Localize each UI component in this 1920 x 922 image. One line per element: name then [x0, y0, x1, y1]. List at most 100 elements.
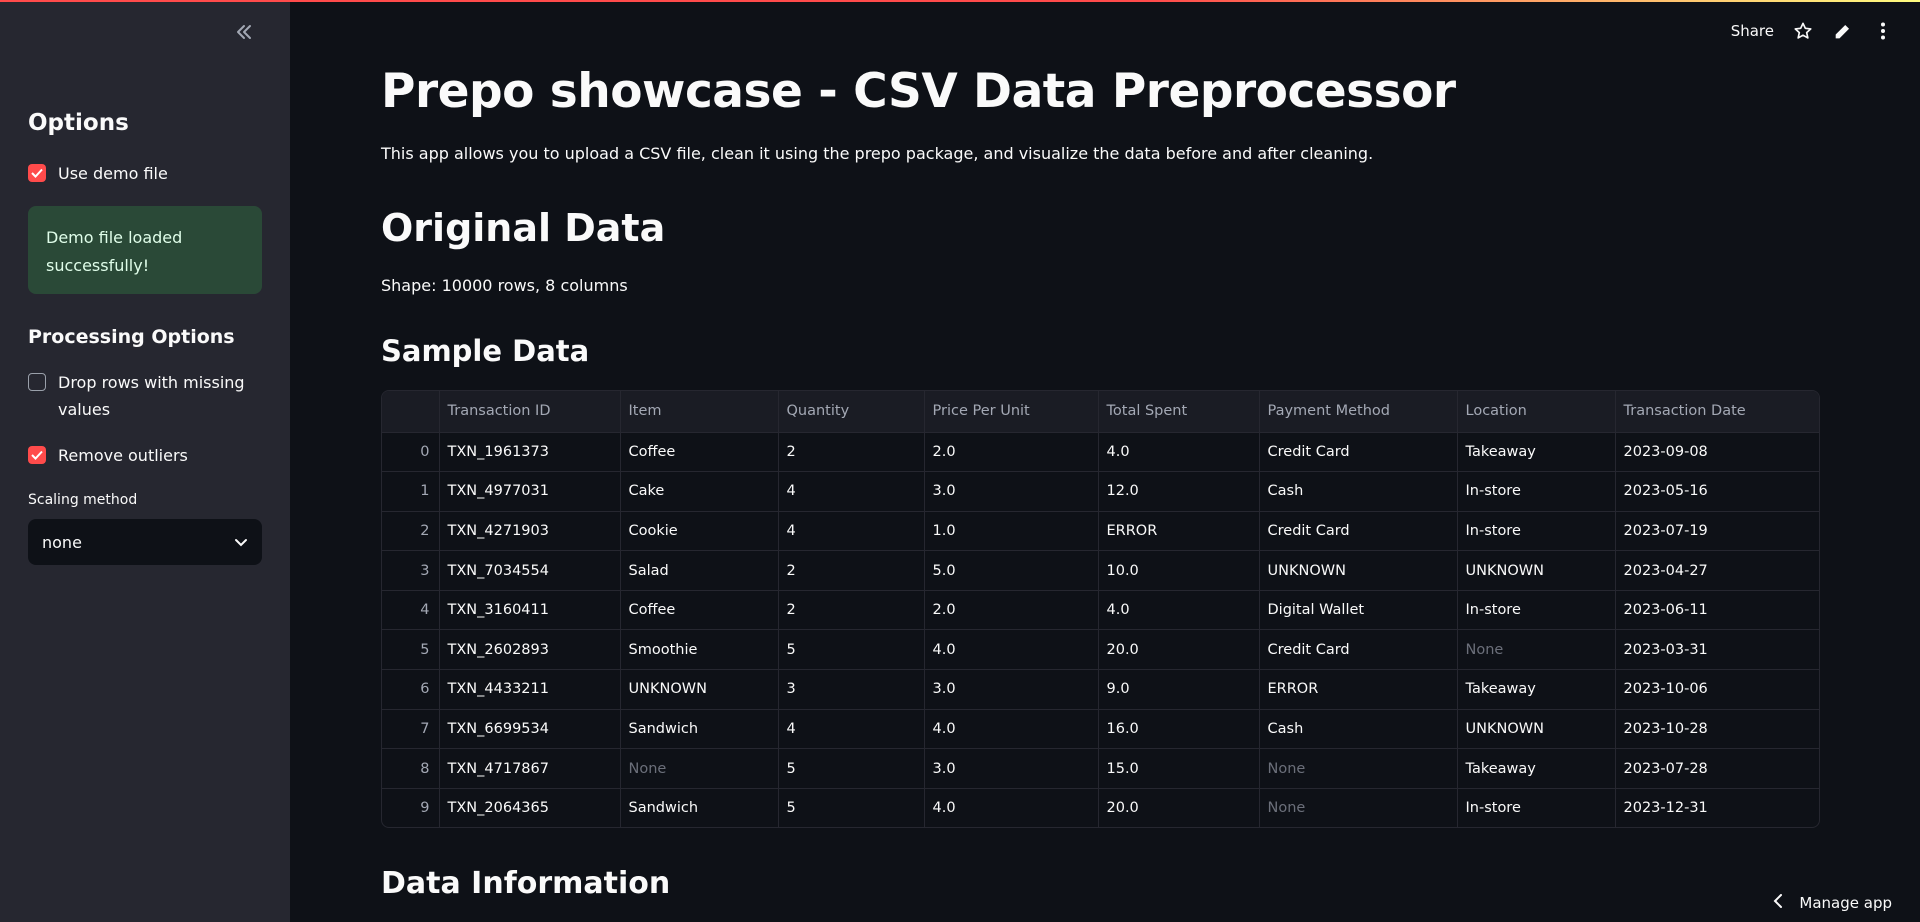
table-cell[interactable]: 2023-10-28	[1615, 709, 1819, 750]
table-cell[interactable]: Takeaway	[1457, 669, 1616, 710]
table-cell[interactable]: 15.0	[1098, 748, 1260, 789]
table-cell[interactable]: 10.0	[1098, 550, 1260, 591]
table-cell[interactable]: Smoothie	[620, 629, 779, 671]
row-index-cell[interactable]: 3	[382, 550, 440, 591]
table-cell[interactable]: Credit Card	[1259, 629, 1458, 671]
table-cell[interactable]: Cash	[1259, 709, 1458, 750]
table-cell[interactable]: 4.0	[1098, 432, 1260, 473]
table-cell[interactable]: 4.0	[924, 709, 1099, 750]
star-icon[interactable]	[1792, 20, 1814, 42]
table-cell[interactable]: 16.0	[1098, 709, 1260, 750]
sample-data-table[interactable]: Transaction ID Item Quantity Price Per Unit…	[381, 390, 1820, 828]
use-demo-checkbox[interactable]: Use demo file	[28, 160, 258, 187]
table-cell[interactable]: Takeaway	[1457, 748, 1616, 789]
table-cell[interactable]: 2.0	[924, 432, 1099, 473]
row-index-cell[interactable]: 9	[382, 788, 440, 827]
table-cell[interactable]: 5.0	[924, 550, 1099, 591]
table-cell[interactable]: 5	[778, 788, 925, 827]
row-index-cell[interactable]: 2	[382, 511, 440, 552]
table-cell[interactable]: Coffee	[620, 432, 779, 473]
checkbox-checked-icon[interactable]	[28, 164, 46, 182]
table-cell[interactable]: TXN_4717867	[439, 748, 621, 789]
table-cell[interactable]: 2.0	[924, 590, 1099, 631]
table-cell[interactable]: 12.0	[1098, 471, 1260, 512]
table-cell[interactable]: In-store	[1457, 590, 1616, 631]
checkbox-unchecked-icon[interactable]	[28, 373, 46, 391]
table-cell[interactable]: TXN_7034554	[439, 550, 621, 591]
scaling-method-select[interactable]: none	[28, 519, 262, 565]
table-cell[interactable]: 4	[778, 709, 925, 750]
table-cell[interactable]: 2023-06-11	[1615, 590, 1819, 631]
table-cell[interactable]: TXN_6699534	[439, 709, 621, 750]
table-cell[interactable]: 2023-03-31	[1615, 629, 1819, 671]
table-cell[interactable]: Cash	[1259, 471, 1458, 512]
table-cell[interactable]: Credit Card	[1259, 432, 1458, 473]
column-header[interactable]: Item	[620, 391, 779, 433]
table-row[interactable]: 2 TXN_4271903 Cookie 4 1.0 ERROR Credit Card In…	[382, 511, 1819, 552]
table-cell[interactable]: 20.0	[1098, 788, 1260, 827]
table-cell[interactable]: 3.0	[924, 748, 1099, 789]
checkbox-checked-icon[interactable]	[28, 446, 46, 464]
manage-app-button[interactable]: Manage app	[1773, 894, 1892, 912]
row-index-cell[interactable]: 1	[382, 471, 440, 512]
column-header[interactable]: Quantity	[778, 391, 925, 433]
table-cell[interactable]: 2	[778, 432, 925, 473]
table-cell[interactable]: Cake	[620, 471, 779, 512]
column-header[interactable]: Transaction Date	[1615, 391, 1819, 433]
row-index-cell[interactable]: 0	[382, 432, 440, 473]
table-row[interactable]: 0 TXN_1961373 Coffee 2 2.0 4.0 Credit Card Take…	[382, 432, 1819, 473]
table-cell[interactable]: 5	[778, 629, 925, 671]
table-cell[interactable]: TXN_4271903	[439, 511, 621, 552]
row-index-cell[interactable]: 6	[382, 669, 440, 710]
table-cell[interactable]: None	[1457, 629, 1616, 671]
column-header[interactable]: Payment Method	[1259, 391, 1458, 433]
table-cell[interactable]: 20.0	[1098, 629, 1260, 671]
index-column-header[interactable]	[382, 391, 440, 433]
table-cell[interactable]: Takeaway	[1457, 432, 1616, 473]
table-cell[interactable]: 2023-07-28	[1615, 748, 1819, 789]
remove-outliers-checkbox[interactable]: Remove outliers	[28, 442, 258, 469]
table-cell[interactable]: ERROR	[1098, 511, 1260, 552]
table-cell[interactable]: 2023-10-06	[1615, 669, 1819, 710]
table-row[interactable]: 6 TXN_4433211 UNKNOWN 3 3.0 9.0 ERROR Takeaway 2…	[382, 669, 1819, 710]
table-cell[interactable]: None	[1259, 748, 1458, 789]
row-index-cell[interactable]: 5	[382, 629, 440, 671]
column-header[interactable]: Total Spent	[1098, 391, 1260, 433]
table-cell[interactable]: TXN_1961373	[439, 432, 621, 473]
table-cell[interactable]: 4	[778, 511, 925, 552]
table-cell[interactable]: 2	[778, 590, 925, 631]
drop-missing-checkbox[interactable]: Drop rows with missing values	[28, 369, 258, 423]
table-cell[interactable]: 2023-04-27	[1615, 550, 1819, 591]
table-cell[interactable]: 3.0	[924, 669, 1099, 710]
table-cell[interactable]: 2	[778, 550, 925, 591]
table-cell[interactable]: Sandwich	[620, 788, 779, 827]
table-cell[interactable]: UNKNOWN	[620, 669, 779, 710]
table-cell[interactable]: ERROR	[1259, 669, 1458, 710]
table-cell[interactable]: TXN_2064365	[439, 788, 621, 827]
table-cell[interactable]: Coffee	[620, 590, 779, 631]
more-vertical-icon[interactable]	[1872, 20, 1894, 42]
table-cell[interactable]: 2023-05-16	[1615, 471, 1819, 512]
table-cell[interactable]: UNKNOWN	[1457, 550, 1616, 591]
table-cell[interactable]: None	[620, 748, 779, 789]
table-cell[interactable]: 4	[778, 471, 925, 512]
table-row[interactable]: 5 TXN_2602893 Smoothie 5 4.0 20.0 Credit Card N…	[382, 629, 1819, 671]
table-cell[interactable]: UNKNOWN	[1457, 709, 1616, 750]
table-cell[interactable]: 4.0	[1098, 590, 1260, 631]
table-cell[interactable]: 9.0	[1098, 669, 1260, 710]
column-header[interactable]: Price Per Unit	[924, 391, 1099, 433]
table-cell[interactable]: 1.0	[924, 511, 1099, 552]
table-cell[interactable]: TXN_4433211	[439, 669, 621, 710]
table-cell[interactable]: UNKNOWN	[1259, 550, 1458, 591]
share-button[interactable]: Share	[1730, 22, 1774, 40]
table-cell[interactable]: TXN_2602893	[439, 629, 621, 671]
table-cell[interactable]: Sandwich	[620, 709, 779, 750]
table-cell[interactable]: 3.0	[924, 471, 1099, 512]
table-cell[interactable]: 5	[778, 748, 925, 789]
table-row[interactable]: 4 TXN_3160411 Coffee 2 2.0 4.0 Digital Wallet I…	[382, 590, 1819, 631]
column-header[interactable]: Location	[1457, 391, 1616, 433]
table-row[interactable]: 7 TXN_6699534 Sandwich 4 4.0 16.0 Cash UNKNOWN 2…	[382, 709, 1819, 750]
table-row[interactable]: 8 TXN_4717867 None 5 3.0 15.0 None Takeaway 2023…	[382, 748, 1819, 789]
table-cell[interactable]: Cookie	[620, 511, 779, 552]
row-index-cell[interactable]: 4	[382, 590, 440, 631]
